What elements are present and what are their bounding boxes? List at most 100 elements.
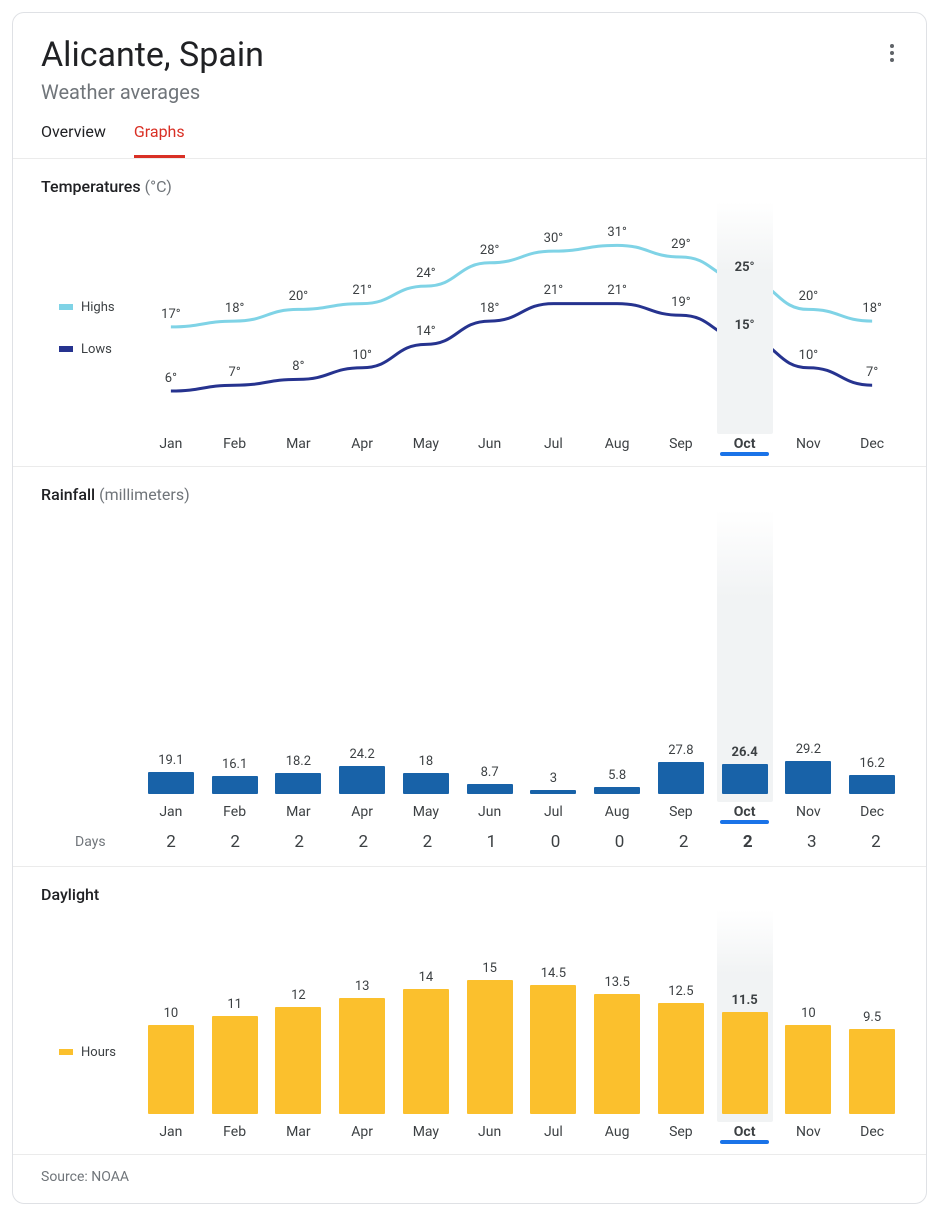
daylight-value: 14: [394, 970, 458, 985]
rainfall-bar: [594, 787, 640, 794]
month-col-apr[interactable]: Apr21°10°: [330, 202, 394, 452]
rainfall-value: 29.2: [777, 742, 841, 757]
month-col-sep[interactable]: Sep29°19°: [649, 202, 713, 452]
month-label: Feb: [203, 1124, 267, 1140]
daylight-title-text: Daylight: [41, 885, 99, 904]
rainfall-bar: [467, 784, 513, 794]
low-temp-value: 21°: [585, 283, 649, 298]
month-label: Aug: [585, 436, 649, 452]
month-label: Jan: [139, 436, 203, 452]
section-daylight: Daylight Hours Jan10Feb 11Mar12Apr13May14…: [13, 867, 926, 1155]
daylight-value: 15: [458, 961, 522, 976]
tab-overview[interactable]: Overview: [41, 122, 106, 158]
month-col-sep[interactable]: Sep12.5: [649, 910, 713, 1140]
legend-hours-label: Hours: [81, 1045, 116, 1060]
month-col-may[interactable]: May18: [394, 510, 458, 820]
month-col-dec[interactable]: Dec9.5: [840, 910, 904, 1140]
month-col-mar[interactable]: Mar12: [267, 910, 331, 1140]
month-col-feb[interactable]: Feb16.1: [203, 510, 267, 820]
high-temp-value: 21°: [330, 283, 394, 298]
daylight-value: 12: [267, 988, 331, 1003]
month-col-jul[interactable]: Jul14.5: [522, 910, 586, 1140]
month-col-jun[interactable]: Jun15: [458, 910, 522, 1140]
lows-swatch: [59, 346, 73, 352]
low-temp-value: 21°: [522, 283, 586, 298]
rainfall-bar: [658, 762, 704, 794]
month-col-aug[interactable]: Aug31°21°: [585, 202, 649, 452]
month-label: May: [394, 436, 458, 452]
high-temp-value: 18°: [840, 301, 904, 316]
rainfall-bar: [148, 772, 194, 794]
month-col-jan[interactable]: Jan10: [139, 910, 203, 1140]
month-col-jun[interactable]: Jun8.7: [458, 510, 522, 820]
month-col-feb[interactable]: Feb 11: [203, 910, 267, 1140]
month-col-jun[interactable]: Jun28°18°: [458, 202, 522, 452]
month-col-oct[interactable]: Oct26.4: [713, 510, 777, 820]
rainfall-value: 8.7: [458, 765, 522, 780]
daylight-value: 13.5: [585, 975, 649, 990]
rainfall-bar: [849, 775, 895, 793]
rainfall-value: 16.2: [840, 756, 904, 771]
month-col-may[interactable]: May14: [394, 910, 458, 1140]
daylight-bar: [849, 1029, 895, 1113]
month-col-sep[interactable]: Sep27.8: [649, 510, 713, 820]
month-col-apr[interactable]: Apr13: [330, 910, 394, 1140]
month-col-aug[interactable]: Aug5.8: [585, 510, 649, 820]
month-col-mar[interactable]: Mar18.2: [267, 510, 331, 820]
month-col-aug[interactable]: Aug13.5: [585, 910, 649, 1140]
month-col-nov[interactable]: Nov 29.2: [777, 510, 841, 820]
month-col-jan[interactable]: Jan19.1: [139, 510, 203, 820]
month-col-jan[interactable]: Jan17°6°: [139, 202, 203, 452]
rain-days-value: 2: [139, 832, 203, 852]
month-col-feb[interactable]: Feb18°7°: [203, 202, 267, 452]
high-temp-value: 20°: [777, 289, 841, 304]
month-label: Mar: [267, 804, 331, 820]
rain-days-value: 1: [459, 832, 523, 852]
month-col-nov[interactable]: Nov20°10°: [777, 202, 841, 452]
month-col-dec[interactable]: Dec 18° 7°: [840, 202, 904, 452]
month-col-oct[interactable]: Oct25°15°: [713, 202, 777, 452]
daylight-value: 13: [330, 979, 394, 994]
legend-lows: Lows: [59, 342, 139, 357]
low-temp-value: 19°: [649, 295, 713, 310]
rainfall-bar: [722, 764, 768, 794]
legend-highs-label: Highs: [81, 300, 115, 315]
header: Alicante, Spain Weather averages: [13, 13, 926, 104]
daylight-bar: [658, 1003, 704, 1114]
high-temp-value: 28°: [458, 243, 522, 258]
rainfall-title-text: Rainfall: [41, 485, 95, 504]
tab-graphs[interactable]: Graphs: [134, 122, 185, 158]
month-label: Dec: [840, 436, 904, 452]
source-label: Source:: [41, 1169, 88, 1185]
temperatures-title-text: Temperatures: [41, 177, 141, 196]
month-col-jul[interactable]: Jul30°21°: [522, 202, 586, 452]
rainfall-bar: [275, 773, 321, 794]
daylight-bar: [148, 1025, 194, 1114]
month-label: Nov: [777, 804, 841, 820]
rainfall-value: 27.8: [649, 743, 713, 758]
month-col-mar[interactable]: Mar20°8°: [267, 202, 331, 452]
rainfall-chart-area: Jan19.1Feb16.1Mar18.2Apr24.2May18Jun8.7J…: [139, 510, 904, 820]
month-col-dec[interactable]: Dec16.2: [840, 510, 904, 820]
low-temp-value: 7°: [203, 365, 267, 380]
month-col-apr[interactable]: Apr24.2: [330, 510, 394, 820]
rainfall-value: 24.2: [330, 747, 394, 762]
daylight-value: 11: [203, 997, 267, 1012]
month-col-may[interactable]: May24°14°: [394, 202, 458, 452]
weather-card: Alicante, Spain Weather averages Overvie…: [12, 12, 927, 1204]
rainfall-bar: [212, 776, 258, 794]
section-rainfall: Rainfall (millimeters) Jan19.1Feb16.1Mar…: [13, 467, 926, 867]
rain-days-value: 2: [652, 832, 716, 852]
daylight-value: 12.5: [649, 984, 713, 999]
rain-days-values: 222221002232: [139, 832, 908, 852]
low-temp-value: 7°: [840, 365, 904, 380]
temperature-chart: Highs Lows Jan17°6°Feb18°7°Mar20°8°Apr21…: [31, 202, 908, 452]
more-icon[interactable]: [880, 41, 904, 65]
month-col-jul[interactable]: Jul3: [522, 510, 586, 820]
month-col-nov[interactable]: Nov10: [777, 910, 841, 1140]
rain-days-value: 3: [780, 832, 844, 852]
low-temp-value: 15°: [713, 318, 777, 333]
high-temp-value: 25°: [713, 260, 777, 275]
daylight-bar: [212, 1016, 258, 1114]
month-col-oct[interactable]: Oct11.5: [713, 910, 777, 1140]
